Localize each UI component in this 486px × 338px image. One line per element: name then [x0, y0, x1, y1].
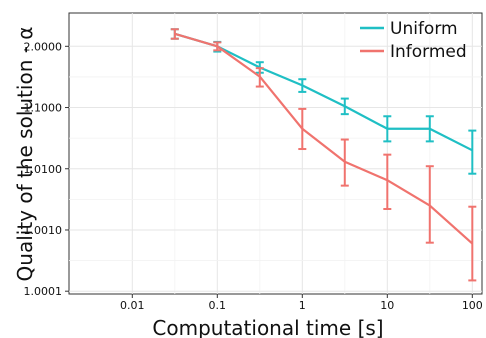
legend-item-informed: Informed [360, 42, 467, 62]
y-tick-label: 1.1000 [24, 102, 63, 115]
x-tick-label: 1 [299, 299, 306, 312]
grid [69, 13, 482, 294]
y-tick-label: 2.0000 [24, 40, 63, 53]
series-layer [170, 28, 477, 282]
y-tick-label: 1.0100 [24, 163, 63, 176]
x-axis-title: Computational time [s] [152, 316, 383, 338]
legend-item-uniform: Uniform [360, 19, 458, 39]
series-informed [170, 28, 477, 282]
legend-label: Informed [390, 42, 467, 62]
series-line [174, 32, 473, 152]
y-axis-title: Quality of the solution - α [13, 27, 37, 282]
x-tick-label: 100 [462, 299, 483, 312]
legend-label: Uniform [390, 19, 458, 39]
legend: Uniform Informed [360, 19, 467, 62]
error-bar [468, 129, 477, 175]
x-tick-label: 0.01 [120, 299, 145, 312]
x-tick-label: 10 [380, 299, 394, 312]
error-bar [468, 205, 477, 282]
y-tick-label: 1.0001 [24, 285, 63, 298]
axis-layer: 0.01 0.1 1 10 100 2.0000 1.1000 1.0100 1.0010 1.0… [24, 40, 483, 312]
series-line [174, 32, 474, 245]
x-tick-label: 0.1 [209, 299, 227, 312]
plot-panel [68, 12, 483, 295]
y-tick-label: 1.0010 [24, 224, 63, 237]
error-bar [383, 153, 392, 211]
